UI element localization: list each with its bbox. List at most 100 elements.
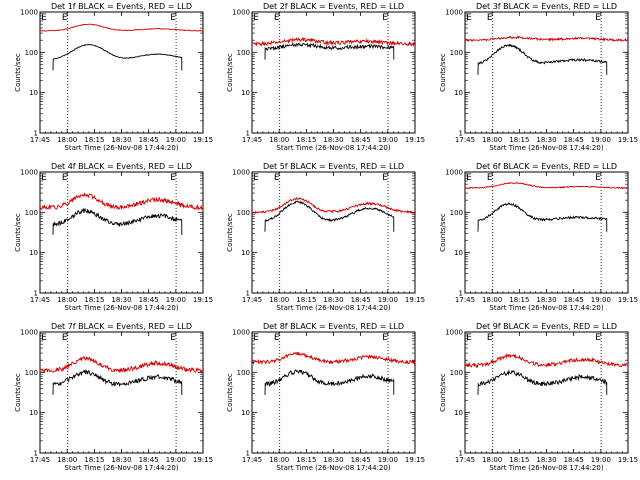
x-tick-label: 19:00 (591, 456, 611, 464)
plot-frame (464, 11, 629, 134)
x-tick-label: 18:30 (536, 136, 556, 144)
events-series-line (52, 369, 183, 395)
lld-series-line (251, 196, 416, 215)
chart-panel: Det 4f BLACK = Events, RED = LLD 1 10 100 10… (14, 162, 213, 312)
time-marker-label: E (595, 333, 601, 343)
x-tick-label: 18:45 (351, 456, 371, 464)
x-tick-label: 17:45 (242, 296, 262, 304)
x-tick-label: 18:00 (269, 136, 289, 144)
x-axis-label: Start Time (26-Nov-08 17:44:20) (276, 144, 390, 152)
y-tick-label: 1000 (445, 169, 463, 177)
x-tick-label: 18:00 (482, 296, 502, 304)
time-marker-label: E (62, 173, 68, 183)
x-tick-label: 19:15 (193, 136, 213, 144)
x-tick-label: 18:45 (351, 296, 371, 304)
events-series-line (264, 200, 395, 232)
start-marker-label: E (41, 333, 47, 343)
y-tick-label: 100 (25, 209, 38, 217)
y-tick-label: 10 (241, 409, 250, 417)
y-tick-label: 100 (25, 49, 38, 57)
start-marker-label: E (41, 173, 47, 183)
chart-title: Det 3f BLACK = Events, RED = LLD (476, 2, 617, 11)
x-tick-label: 19:00 (591, 296, 611, 304)
lld-series-line (39, 355, 204, 374)
plot-frame (251, 331, 416, 454)
x-tick-label: 19:00 (378, 456, 398, 464)
y-tick-label: 10 (241, 249, 250, 257)
y-tick-label: 100 (450, 49, 463, 57)
y-tick-label: 10 (29, 249, 38, 257)
y-tick-label: 1000 (232, 9, 250, 17)
x-tick-label: 18:45 (564, 136, 584, 144)
plot-frame (464, 331, 629, 454)
y-tick-label: 1 (459, 130, 463, 138)
x-tick-label: 18:15 (84, 296, 104, 304)
x-axis-label: Start Time (26-Nov-08 17:44:20) (64, 144, 178, 152)
x-axis-label: Start Time (26-Nov-08 17:44:20) (64, 464, 178, 472)
start-marker-label: E (253, 173, 259, 183)
y-tick-label: 100 (450, 369, 463, 377)
x-tick-label: 18:45 (139, 136, 159, 144)
x-tick-label: 19:00 (166, 456, 186, 464)
x-tick-label: 18:15 (296, 296, 316, 304)
x-tick-label: 18:15 (296, 456, 316, 464)
x-axis-label: Start Time (26-Nov-08 17:44:20) (276, 304, 390, 312)
start-marker-label: E (253, 13, 259, 23)
y-axis-label: Counts/sec (226, 213, 234, 252)
plot-frame (464, 171, 629, 294)
y-tick-label: 1000 (232, 329, 250, 337)
start-marker-label: E (253, 333, 259, 343)
time-marker-label: E (274, 173, 280, 183)
x-tick-label: 18:15 (509, 296, 529, 304)
x-tick-label: 18:30 (323, 136, 343, 144)
time-marker-label: E (170, 333, 176, 343)
y-tick-label: 100 (25, 369, 38, 377)
y-axis-label: Counts/sec (439, 53, 447, 92)
y-tick-label: 10 (454, 409, 463, 417)
y-tick-label: 1000 (20, 9, 38, 17)
chart-title: Det 4f BLACK = Events, RED = LLD (51, 162, 192, 171)
time-marker-label: E (170, 13, 176, 23)
chart-title: Det 2f BLACK = Events, RED = LLD (263, 2, 404, 11)
start-marker-label: E (466, 333, 472, 343)
lld-series-line (39, 23, 204, 32)
events-series-line (52, 207, 183, 235)
x-tick-label: 18:45 (139, 296, 159, 304)
time-marker-label: E (382, 173, 388, 183)
x-tick-label: 18:15 (509, 456, 529, 464)
y-axis-label: Counts/sec (14, 53, 22, 92)
x-tick-label: 18:30 (323, 296, 343, 304)
y-axis-label: Counts/sec (14, 213, 22, 252)
chart-title: Det 9f BLACK = Events, RED = LLD (476, 322, 617, 331)
plot-frame (39, 171, 204, 294)
y-tick-label: 10 (241, 89, 250, 97)
y-tick-label: 1 (459, 290, 463, 298)
time-marker-label: E (274, 13, 280, 23)
time-marker-label: E (62, 13, 68, 23)
time-marker-label: E (382, 333, 388, 343)
x-tick-label: 18:30 (536, 296, 556, 304)
x-tick-label: 19:15 (618, 296, 638, 304)
chart-title: Det 8f BLACK = Events, RED = LLD (263, 322, 404, 331)
time-marker-label: E (274, 333, 280, 343)
time-marker-label: E (382, 13, 388, 23)
y-tick-label: 1 (459, 450, 463, 458)
chart-title: Det 5f BLACK = Events, RED = LLD (263, 162, 404, 171)
lld-series-line (39, 191, 204, 211)
x-tick-label: 19:00 (378, 136, 398, 144)
events-series-line (477, 43, 608, 75)
x-tick-label: 18:00 (482, 136, 502, 144)
time-marker-label: E (62, 333, 68, 343)
start-marker-label: E (41, 13, 47, 23)
x-tick-label: 17:45 (30, 456, 50, 464)
events-series-line (477, 369, 608, 395)
x-tick-label: 17:45 (455, 136, 475, 144)
y-tick-label: 1000 (445, 329, 463, 337)
time-marker-label: E (595, 13, 601, 23)
x-tick-label: 18:15 (296, 136, 316, 144)
chart-title: Det 6f BLACK = Events, RED = LLD (476, 162, 617, 171)
chart-panel: Det 5f BLACK = Events, RED = LLD 1 10 100 10… (226, 162, 425, 312)
x-tick-label: 18:15 (84, 136, 104, 144)
y-tick-label: 10 (454, 89, 463, 97)
x-tick-label: 18:00 (482, 456, 502, 464)
